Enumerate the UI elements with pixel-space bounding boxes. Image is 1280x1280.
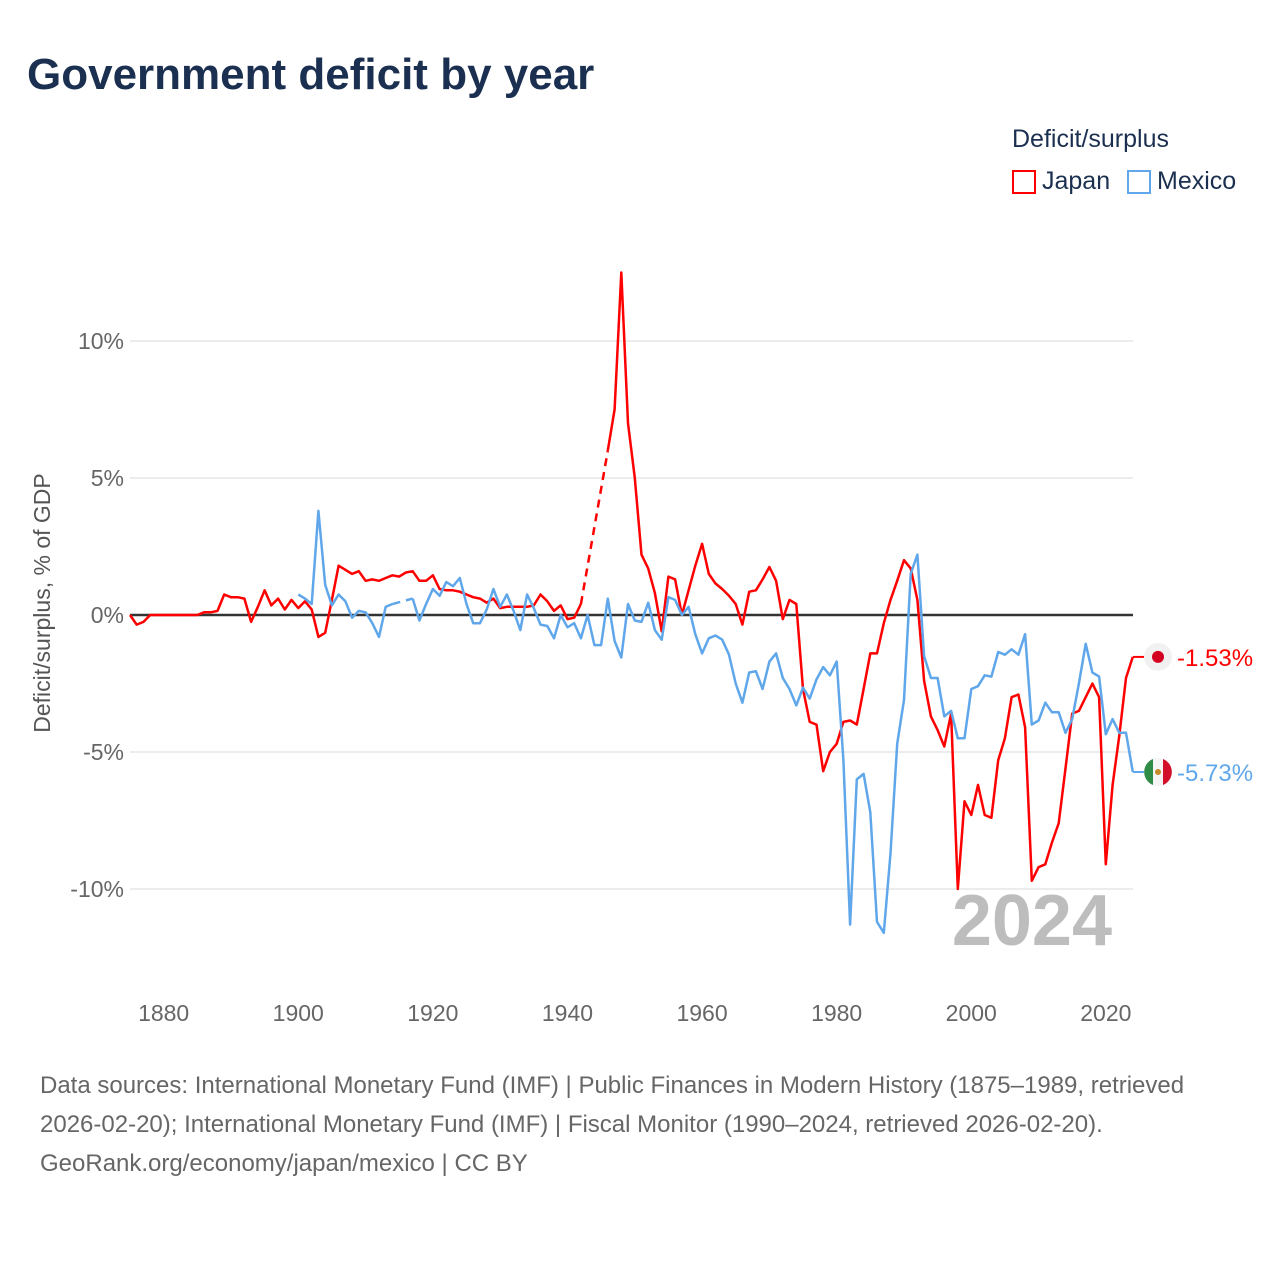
footer: Data sources: International Monetary Fun… — [40, 1066, 1240, 1183]
series-gap-japan — [579, 450, 610, 605]
legend-title: Deficit/surplus — [1012, 125, 1169, 153]
y-tick-label: 0% — [91, 602, 124, 628]
chart-title: Government deficit by year — [27, 50, 595, 99]
legend-item-japan[interactable]: Japan — [1012, 167, 1110, 196]
data-sources: Data sources: International Monetary Fun… — [40, 1072, 1185, 1138]
x-tick-label: 1900 — [273, 1000, 324, 1026]
x-tick-label: 1980 — [811, 1000, 862, 1026]
line-chart: 10% 5% 0% -5% -10% 1880 1900 1920 1940 1960 1980 20… — [29, 271, 1253, 1026]
year-watermark: 2024 — [952, 881, 1112, 961]
x-tick-label: 1960 — [676, 1000, 727, 1026]
series-line-mexico — [411, 553, 1135, 935]
y-tick-label: 10% — [78, 328, 124, 354]
mexico-flag-icon — [1144, 759, 1153, 786]
x-tick-label: 2000 — [946, 1000, 997, 1026]
end-value-label-mexico: -5.73% — [1177, 760, 1253, 787]
japan-flag-icon — [1152, 650, 1164, 663]
credit-link[interactable]: GeoRank.org/economy/japan/mexico | CC BY — [40, 1150, 528, 1177]
legend-swatch — [1127, 169, 1151, 194]
legend-label: Japan — [1042, 167, 1111, 195]
legend-label: Mexico — [1157, 167, 1237, 195]
y-tick-label: 5% — [91, 465, 124, 491]
series-line-mexico — [297, 509, 393, 639]
y-tick-label: -5% — [83, 739, 124, 765]
x-tick-label: 1940 — [542, 1000, 593, 1026]
end-value-label-japan: -1.53% — [1177, 645, 1253, 672]
y-tick-label: -10% — [70, 876, 124, 902]
series-gap-mexico — [392, 597, 413, 606]
legend-item-mexico[interactable]: Mexico — [1127, 167, 1236, 196]
mexico-flag-icon — [1155, 769, 1161, 776]
series-line-japan — [606, 271, 1134, 891]
mexico-flag-icon — [1163, 759, 1172, 786]
x-tick-label: 1880 — [138, 1000, 189, 1026]
x-tick-label: 1920 — [407, 1000, 458, 1026]
y-axis-label: Deficit/surplus, % of GDP — [29, 473, 55, 732]
legend-swatch — [1012, 169, 1036, 194]
x-tick-label: 2020 — [1080, 1000, 1131, 1026]
series-line-japan — [128, 564, 583, 639]
